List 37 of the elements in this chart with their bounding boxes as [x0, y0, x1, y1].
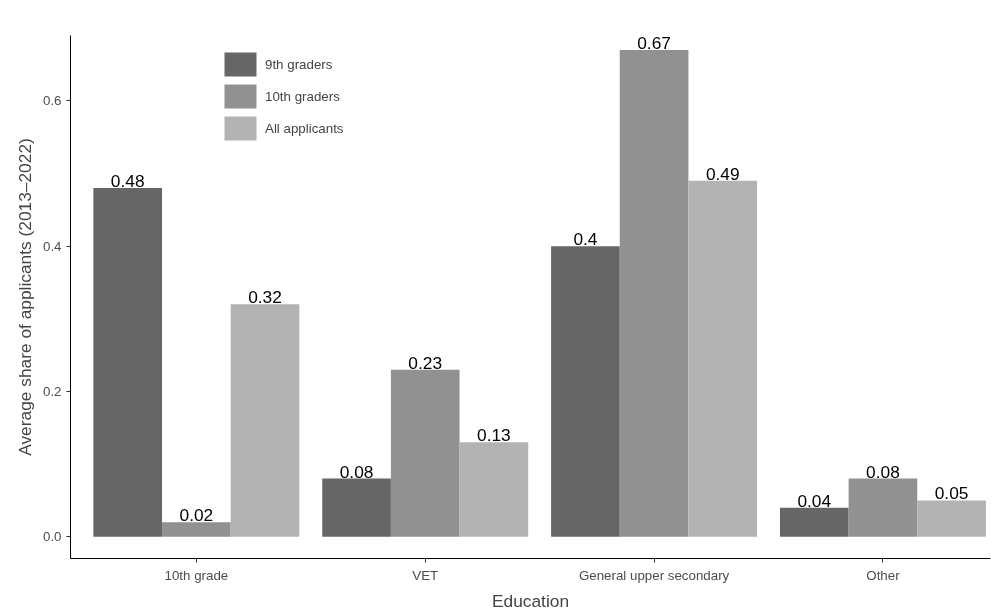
x-tick-label: General upper secondary: [578, 567, 730, 583]
y-axis-title: Average share of applicants (2013–2022): [14, 138, 35, 456]
bar: [619, 50, 689, 537]
data-label: 0.32: [248, 287, 282, 308]
legend-label: 10th graders: [265, 88, 340, 104]
legend-label: All applicants: [265, 120, 344, 136]
bar: [162, 522, 231, 537]
x-tick-label: 10th grade: [164, 567, 229, 583]
bar: [779, 507, 849, 537]
data-label: 0.08: [339, 461, 374, 482]
bar: [322, 478, 391, 537]
data-label: 0.49: [705, 163, 740, 184]
y-tick-label: 0.4: [42, 238, 63, 254]
data-label: 0.04: [797, 490, 832, 511]
legend-label: 9th graders: [265, 56, 333, 72]
data-label: 0.67: [637, 33, 671, 54]
data-label: 0.02: [179, 505, 214, 526]
bar: [551, 246, 620, 537]
data-label: 0.23: [408, 352, 443, 373]
x-tick-label: VET: [412, 567, 439, 583]
y-tick-label: 0.0: [42, 529, 62, 545]
data-label: 0.13: [477, 425, 511, 446]
data-label: 0.48: [110, 171, 145, 192]
x-tick-label: Other: [866, 567, 901, 583]
x-axis-title: Education: [491, 590, 570, 611]
bar: [917, 500, 986, 537]
bar: [230, 304, 300, 537]
data-label: 0.4: [573, 229, 598, 250]
bar: [459, 442, 529, 537]
bar: [688, 180, 758, 537]
y-tick-label: 0.2: [42, 383, 62, 399]
y-tick-label: 0.6: [42, 93, 62, 109]
bar: [848, 478, 918, 537]
bar: [93, 188, 163, 537]
bar: [390, 369, 460, 537]
data-label: 0.05: [934, 483, 969, 504]
data-label: 0.08: [866, 461, 900, 482]
